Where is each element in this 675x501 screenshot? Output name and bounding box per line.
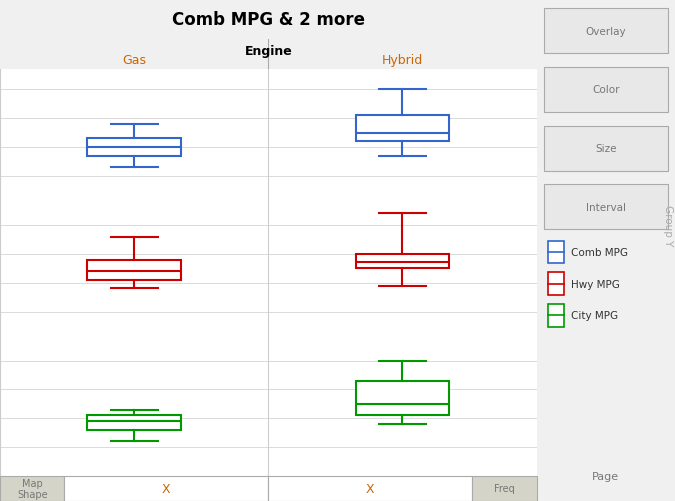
Text: Hybrid: Hybrid (382, 54, 423, 67)
PathPatch shape (356, 255, 450, 269)
Text: Color: Color (592, 85, 620, 95)
FancyBboxPatch shape (547, 305, 564, 327)
Text: Gas: Gas (122, 54, 146, 67)
FancyBboxPatch shape (543, 126, 668, 171)
Text: Hwy MPG: Hwy MPG (571, 279, 620, 289)
Text: Page: Page (592, 471, 620, 481)
Text: X: X (162, 482, 171, 495)
Text: Overlay: Overlay (585, 27, 626, 37)
PathPatch shape (87, 260, 181, 280)
Text: Group Y: Group Y (663, 205, 673, 246)
Text: X: X (366, 482, 375, 495)
Text: Comb MPG & 2 more: Comb MPG & 2 more (172, 11, 364, 29)
FancyBboxPatch shape (543, 68, 668, 113)
PathPatch shape (87, 415, 181, 430)
FancyBboxPatch shape (547, 273, 564, 295)
Text: Freq: Freq (494, 483, 515, 493)
FancyBboxPatch shape (268, 476, 472, 501)
Text: Comb MPG: Comb MPG (571, 247, 628, 258)
PathPatch shape (356, 116, 450, 142)
FancyBboxPatch shape (543, 9, 668, 54)
Text: Engine: Engine (244, 45, 292, 58)
PathPatch shape (87, 139, 181, 156)
PathPatch shape (356, 381, 450, 415)
FancyBboxPatch shape (472, 476, 537, 501)
Text: Size: Size (595, 144, 616, 154)
FancyBboxPatch shape (543, 185, 668, 230)
FancyBboxPatch shape (547, 241, 564, 264)
Text: Map
Shape: Map Shape (17, 477, 47, 499)
Text: City MPG: City MPG (571, 311, 618, 321)
FancyBboxPatch shape (0, 476, 64, 501)
FancyBboxPatch shape (64, 476, 268, 501)
Text: Interval: Interval (586, 202, 626, 212)
